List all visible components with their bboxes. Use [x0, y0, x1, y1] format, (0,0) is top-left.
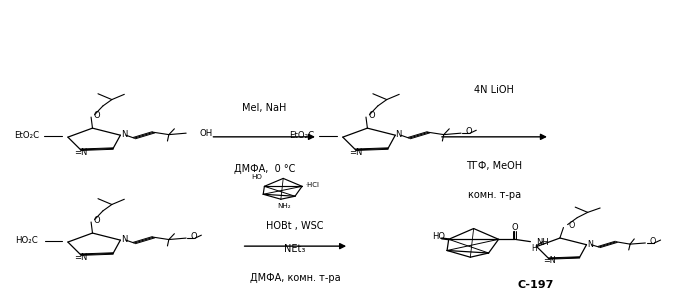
Text: HO₂C: HO₂C [15, 236, 38, 245]
Text: HO: HO [251, 174, 262, 180]
Text: 4N LiOH: 4N LiOH [475, 85, 514, 95]
Text: =N: =N [543, 256, 556, 266]
Text: ·HCl: ·HCl [306, 182, 320, 188]
Text: ТГФ, MeOH: ТГФ, MeOH [466, 161, 523, 171]
Text: HOBt , WSC: HOBt , WSC [266, 221, 324, 231]
Text: NH₂: NH₂ [278, 203, 291, 208]
Text: O: O [369, 111, 376, 120]
Text: O: O [94, 111, 101, 120]
Text: =N: =N [74, 148, 87, 157]
Text: NEt₃: NEt₃ [284, 244, 306, 254]
Text: O: O [568, 221, 574, 230]
Text: O: O [191, 233, 197, 241]
Text: H: H [531, 244, 537, 252]
Text: O: O [650, 237, 656, 246]
Text: O: O [465, 127, 472, 137]
Text: NH: NH [536, 238, 549, 247]
Text: N: N [121, 130, 127, 139]
Text: O: O [511, 223, 518, 232]
Text: ДМФА, комн. т-ра: ДМФА, комн. т-ра [250, 273, 341, 283]
Text: =N: =N [349, 148, 362, 157]
Text: N: N [121, 235, 127, 244]
Text: комн. т-ра: комн. т-ра [468, 190, 521, 200]
Text: O: O [94, 216, 101, 225]
Text: N: N [587, 240, 593, 249]
Text: ДМФА,  0 °C: ДМФА, 0 °C [234, 164, 295, 174]
Text: =N: =N [74, 252, 87, 261]
Text: EtO₂C: EtO₂C [289, 131, 314, 140]
Text: C-197: C-197 [518, 280, 554, 290]
Text: MeI, NaH: MeI, NaH [242, 103, 287, 113]
Text: EtO₂C: EtO₂C [14, 131, 39, 140]
Text: N: N [396, 130, 402, 139]
Text: OH: OH [200, 129, 214, 138]
Text: HO: HO [432, 233, 445, 241]
